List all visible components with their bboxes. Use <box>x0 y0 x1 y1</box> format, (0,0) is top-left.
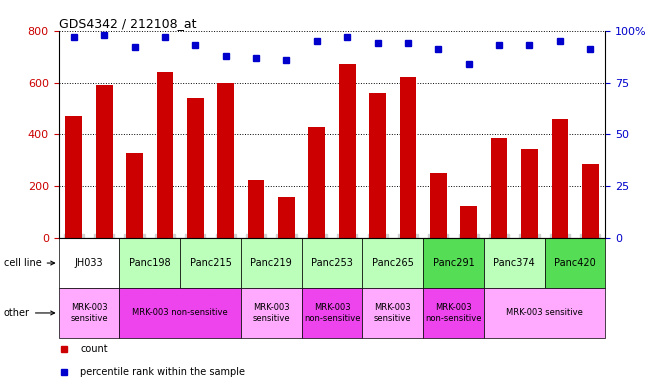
Text: Panc420: Panc420 <box>554 258 596 268</box>
Text: Panc253: Panc253 <box>311 258 353 268</box>
Bar <box>309 127 326 238</box>
Text: Panc374: Panc374 <box>493 258 535 268</box>
Bar <box>241 288 301 338</box>
Text: MRK-003 non-sensitive: MRK-003 non-sensitive <box>132 308 228 318</box>
Bar <box>119 288 241 338</box>
Bar <box>241 238 301 288</box>
Bar <box>423 238 484 288</box>
Text: count: count <box>81 344 108 354</box>
Bar <box>59 238 119 288</box>
Text: MRK-003
sensitive: MRK-003 sensitive <box>374 303 411 323</box>
Bar <box>363 238 423 288</box>
Text: MRK-003
sensitive: MRK-003 sensitive <box>70 303 108 323</box>
Bar <box>484 288 605 338</box>
Text: Panc215: Panc215 <box>189 258 231 268</box>
Bar <box>369 93 386 238</box>
Bar <box>119 238 180 288</box>
Text: Panc219: Panc219 <box>251 258 292 268</box>
Text: MRK-003
sensitive: MRK-003 sensitive <box>253 303 290 323</box>
Bar <box>301 288 363 338</box>
Bar <box>484 238 545 288</box>
Text: Panc198: Panc198 <box>129 258 171 268</box>
Bar <box>521 149 538 238</box>
Text: Panc291: Panc291 <box>433 258 475 268</box>
Bar <box>491 138 508 238</box>
Bar <box>582 164 599 238</box>
Bar <box>180 238 241 288</box>
Bar <box>217 83 234 238</box>
Text: Panc265: Panc265 <box>372 258 413 268</box>
Bar <box>126 152 143 238</box>
Text: cell line: cell line <box>4 258 55 268</box>
Bar <box>545 238 605 288</box>
Bar <box>301 238 363 288</box>
Bar <box>339 65 355 238</box>
Text: MRK-003
non-sensitive: MRK-003 non-sensitive <box>425 303 482 323</box>
Bar <box>156 72 173 238</box>
Bar <box>363 288 423 338</box>
Text: JH033: JH033 <box>75 258 104 268</box>
Bar <box>460 206 477 238</box>
Bar <box>187 98 204 238</box>
Bar <box>96 85 113 238</box>
Bar <box>551 119 568 238</box>
Bar <box>59 288 119 338</box>
Bar <box>278 197 295 238</box>
Text: MRK-003
non-sensitive: MRK-003 non-sensitive <box>304 303 360 323</box>
Text: MRK-003 sensitive: MRK-003 sensitive <box>506 308 583 318</box>
Text: other: other <box>4 308 55 318</box>
Bar <box>247 180 264 238</box>
Bar <box>65 116 82 238</box>
Text: percentile rank within the sample: percentile rank within the sample <box>81 367 245 377</box>
Bar <box>423 288 484 338</box>
Text: GDS4342 / 212108_at: GDS4342 / 212108_at <box>59 17 196 30</box>
Bar <box>400 78 417 238</box>
Bar <box>430 173 447 238</box>
